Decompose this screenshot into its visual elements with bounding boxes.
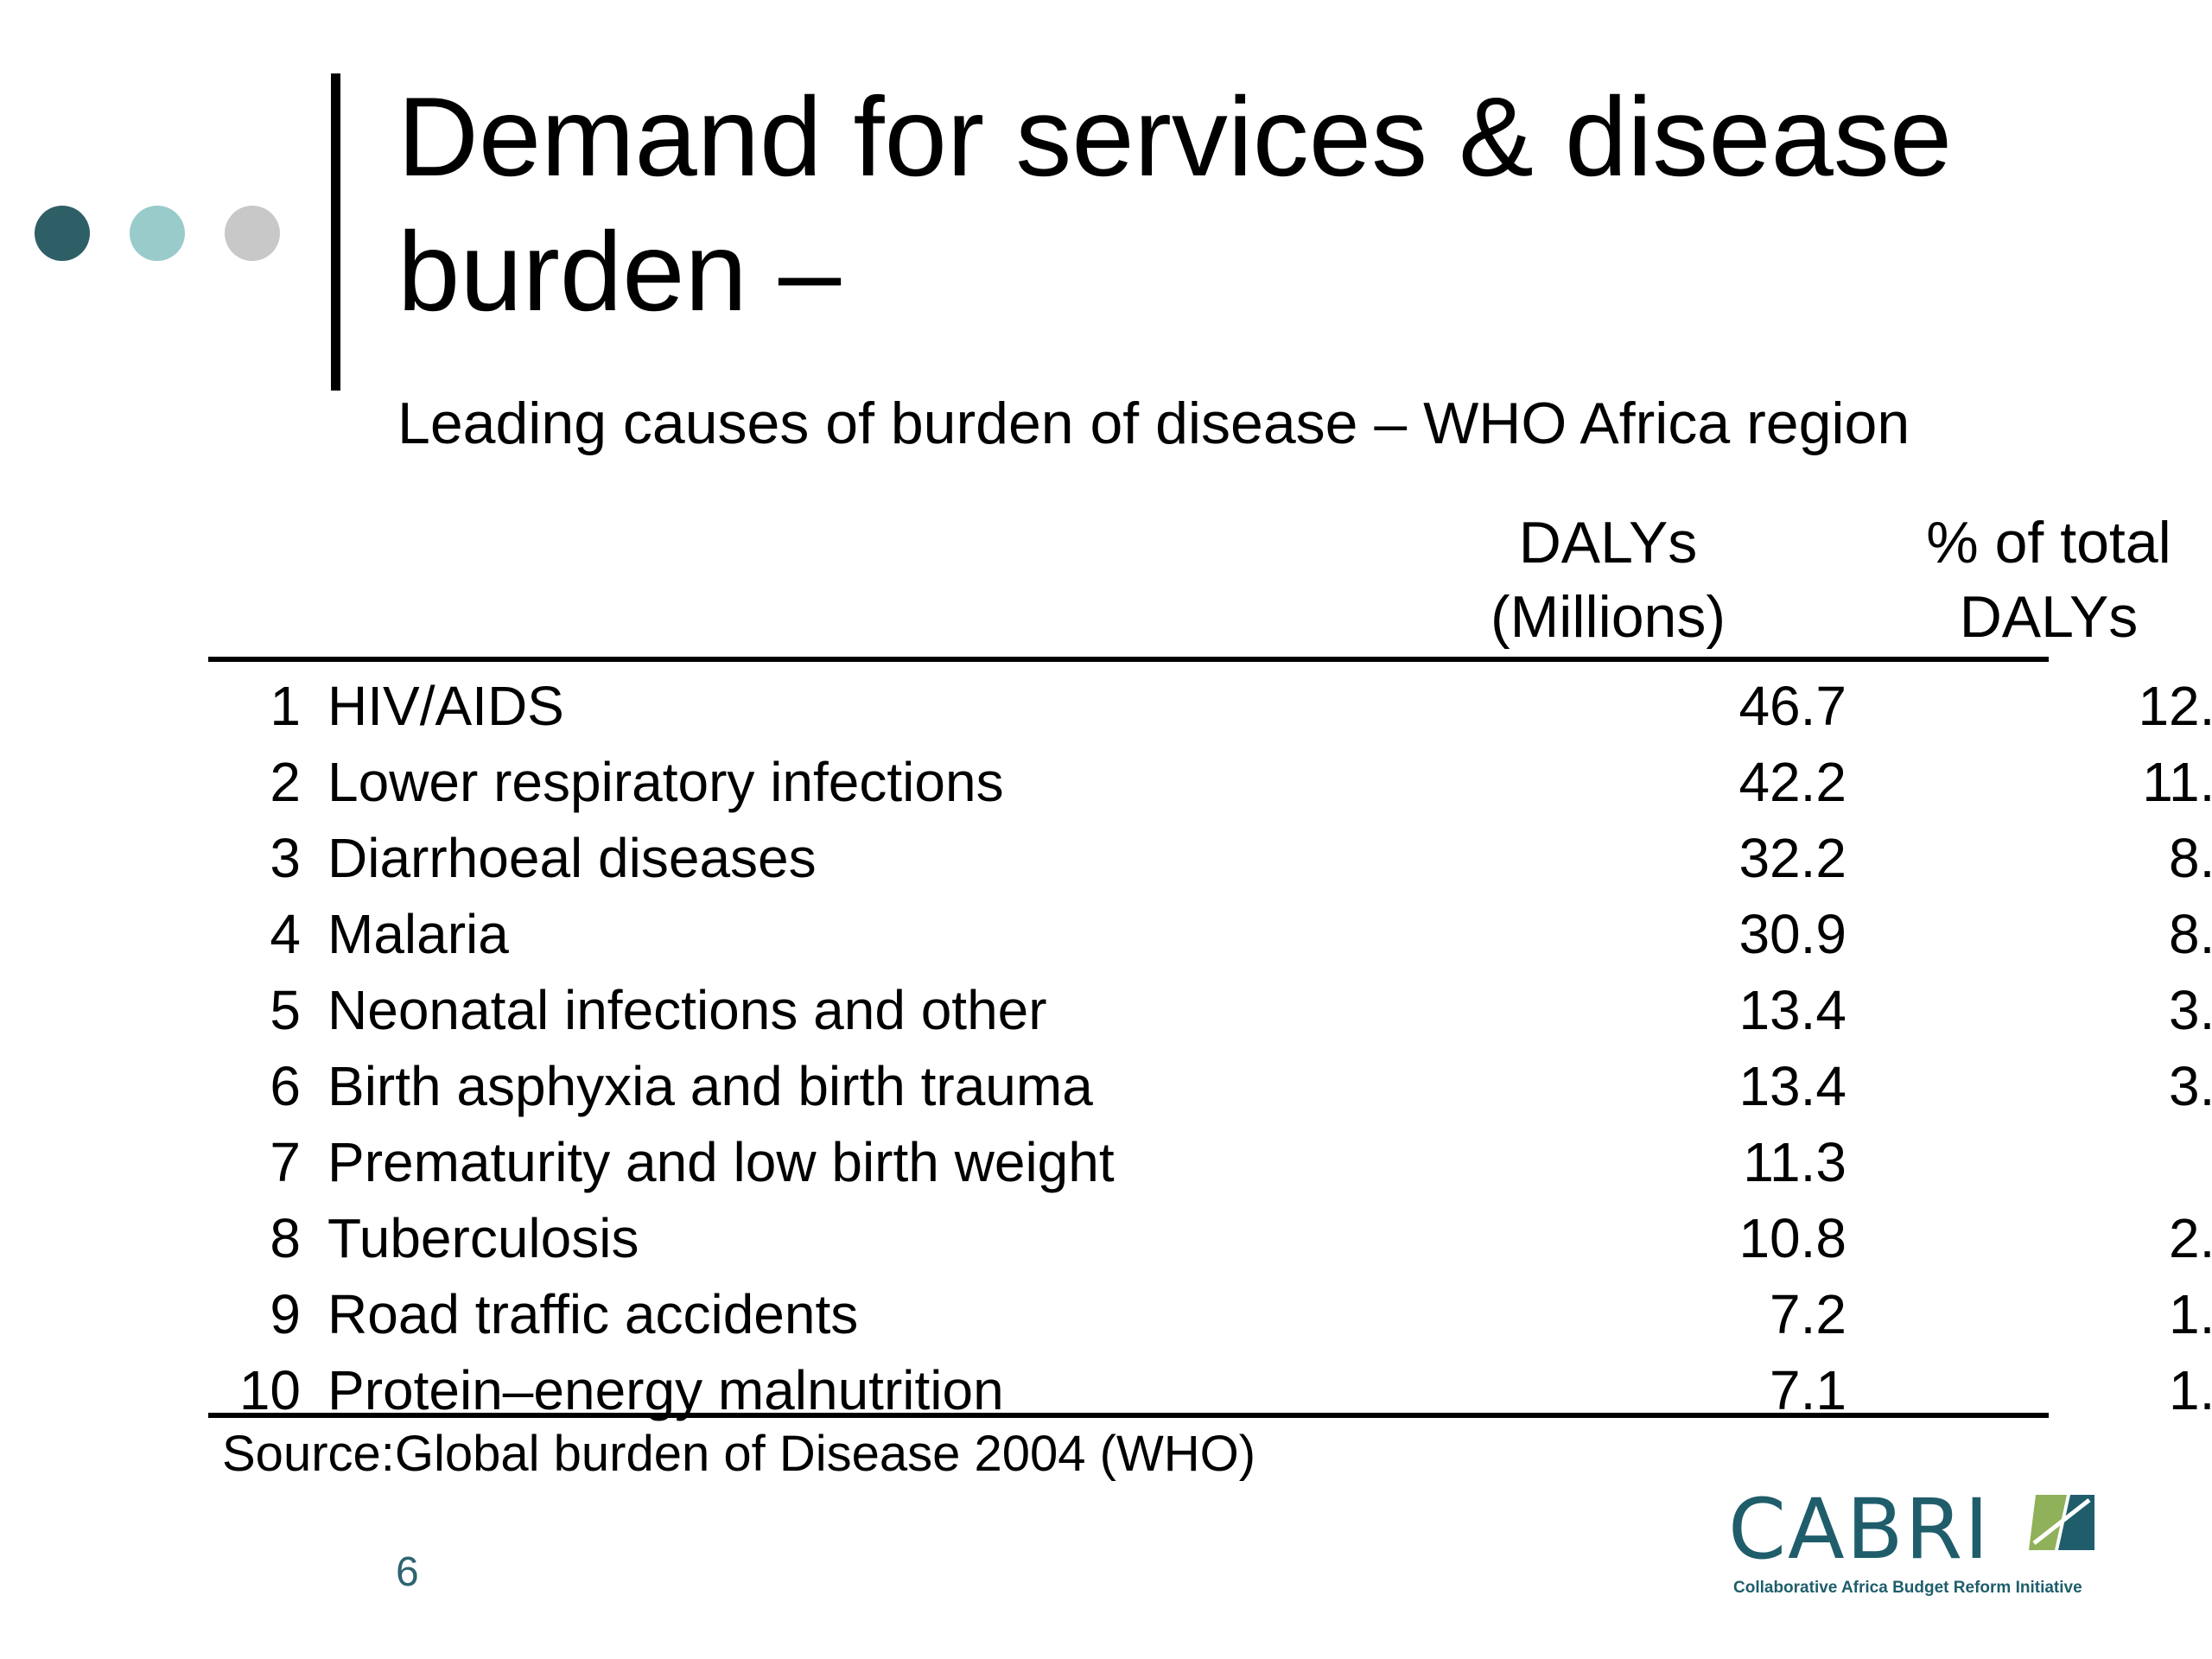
- row-dalys: 42.2: [1738, 751, 1847, 813]
- row-pct: 3.6: [2169, 979, 2212, 1041]
- row-dalys: 7.1: [1770, 1359, 1847, 1421]
- logo-mark-green: [2029, 1495, 2067, 1550]
- row-pct: 8.6: [2169, 827, 2212, 889]
- row-rank: 5: [270, 979, 301, 1041]
- row-dalys: 11.3: [1743, 1131, 1847, 1193]
- header-pct: % of total DALYs: [1764, 505, 2212, 654]
- row-pct: 2.9: [2169, 1207, 2212, 1269]
- row-rank: 7: [270, 1131, 301, 1193]
- header-dalys: DALYs (Millions): [1323, 505, 1893, 654]
- row-cause: Diarrhoeal diseases: [327, 827, 817, 889]
- row-rank: 6: [270, 1055, 301, 1117]
- header-dalys-line2: (Millions): [1491, 584, 1726, 650]
- row-pct: 8.2: [2169, 903, 2212, 965]
- row-pct: 12.4: [2138, 675, 2212, 737]
- title-divider-bar: [331, 73, 340, 391]
- table-row: 1 HIV/AIDS 46.7 12.4: [208, 668, 2212, 744]
- cabri-logo: CABRI Collaborative Africa Budget Reform…: [1728, 1484, 2100, 1605]
- source-note: Source:Global burden of Disease 2004 (WH…: [222, 1426, 1256, 1482]
- row-cause: Prematurity and low birth weight: [327, 1131, 1115, 1193]
- row-rank: 2: [270, 751, 301, 813]
- decorative-dots: [35, 206, 294, 266]
- dot-dark: [35, 206, 90, 261]
- row-pct: 1.9: [2169, 1283, 2212, 1345]
- row-pct: 1.9: [2169, 1359, 2212, 1421]
- row-cause: HIV/AIDS: [327, 675, 564, 737]
- row-rank: 9: [270, 1283, 301, 1345]
- row-dalys: 30.9: [1738, 903, 1847, 965]
- header-pct-line2: DALYs: [1959, 584, 2139, 650]
- logo-name: CABRI: [1728, 1481, 1991, 1578]
- slide-subtitle: Leading causes of burden of disease – WH…: [397, 391, 1910, 456]
- row-rank: 10: [238, 1359, 301, 1421]
- row-dalys: 46.7: [1738, 675, 1847, 737]
- cabri-logo-mark-icon: [2029, 1495, 2094, 1550]
- row-pct: 11.2: [2142, 751, 2212, 813]
- row-cause: Tuberculosis: [327, 1207, 639, 1269]
- table-row: 6 Birth asphyxia and birth trauma 13.4 3.6: [208, 1048, 2212, 1124]
- table-row: 5 Neonatal infections and other 13.4 3.6: [208, 972, 2212, 1048]
- row-dalys: 10.8: [1738, 1207, 1847, 1269]
- table-top-rule: [208, 657, 2049, 662]
- row-rank: 3: [270, 827, 301, 889]
- table-row: 10 Protein–energy malnutrition 7.1 1.9: [208, 1352, 2212, 1428]
- table-bottom-rule: [208, 1413, 2049, 1418]
- slide-title: Demand for services & disease burden –: [397, 73, 1953, 334]
- row-dalys: 13.4: [1738, 979, 1847, 1041]
- row-rank: 1: [270, 675, 301, 737]
- table-row: 3 Diarrhoeal diseases 32.2 8.6: [208, 820, 2212, 896]
- logo-mark-slash: [2032, 1498, 2091, 1545]
- table-row: 4 Malaria 30.9 8.2: [208, 896, 2212, 972]
- row-rank: 4: [270, 903, 301, 965]
- header-dalys-line1: DALYs: [1518, 510, 1698, 575]
- dot-grey: [225, 206, 280, 261]
- dot-light: [130, 206, 185, 261]
- logo-tagline: Collaborative Africa Budget Reform Initi…: [1733, 1579, 2082, 1597]
- row-rank: 8: [270, 1207, 301, 1269]
- row-dalys: 13.4: [1738, 1055, 1847, 1117]
- row-cause: Protein–energy malnutrition: [327, 1359, 1004, 1421]
- row-cause: Lower respiratory infections: [327, 751, 1004, 813]
- header-pct-line1: % of total: [1926, 510, 2171, 575]
- table-row: 9 Road traffic accidents 7.2 1.9: [208, 1276, 2212, 1352]
- row-cause: Neonatal infections and other: [327, 979, 1047, 1041]
- row-pct: 3: [1850, 1124, 2212, 1200]
- row-cause: Birth asphyxia and birth trauma: [327, 1055, 1093, 1117]
- row-cause: Road traffic accidents: [327, 1283, 859, 1345]
- page-number: 6: [396, 1549, 419, 1595]
- logo-mark-teal: [2058, 1495, 2094, 1550]
- row-pct: 3.6: [2169, 1055, 2212, 1117]
- table-row: 2 Lower respiratory infections 42.2 11.2: [208, 744, 2212, 820]
- row-dalys: 32.2: [1738, 827, 1847, 889]
- table-row: 8 Tuberculosis 10.8 2.9: [208, 1200, 2212, 1276]
- row-dalys: 7.2: [1770, 1283, 1847, 1345]
- row-cause: Malaria: [327, 903, 509, 965]
